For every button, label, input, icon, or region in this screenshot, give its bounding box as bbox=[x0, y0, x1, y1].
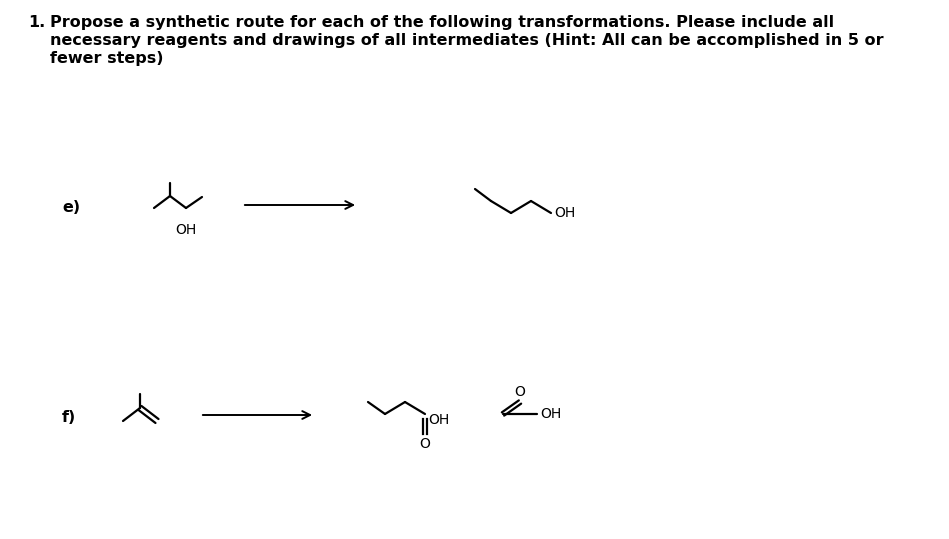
Text: fewer steps): fewer steps) bbox=[50, 51, 163, 66]
Text: Propose a synthetic route for each of the following transformations. Please incl: Propose a synthetic route for each of th… bbox=[50, 15, 834, 30]
Text: f): f) bbox=[62, 411, 76, 425]
Text: OH: OH bbox=[554, 206, 575, 220]
Text: necessary reagents and drawings of all intermediates (Hint: All can be accomplis: necessary reagents and drawings of all i… bbox=[50, 33, 884, 48]
Text: OH: OH bbox=[540, 407, 561, 421]
Text: OH: OH bbox=[428, 413, 449, 427]
Text: 1.: 1. bbox=[28, 15, 46, 30]
Text: O: O bbox=[419, 437, 431, 451]
Text: e): e) bbox=[62, 199, 80, 215]
Text: OH: OH bbox=[176, 223, 196, 237]
Text: O: O bbox=[514, 385, 526, 399]
